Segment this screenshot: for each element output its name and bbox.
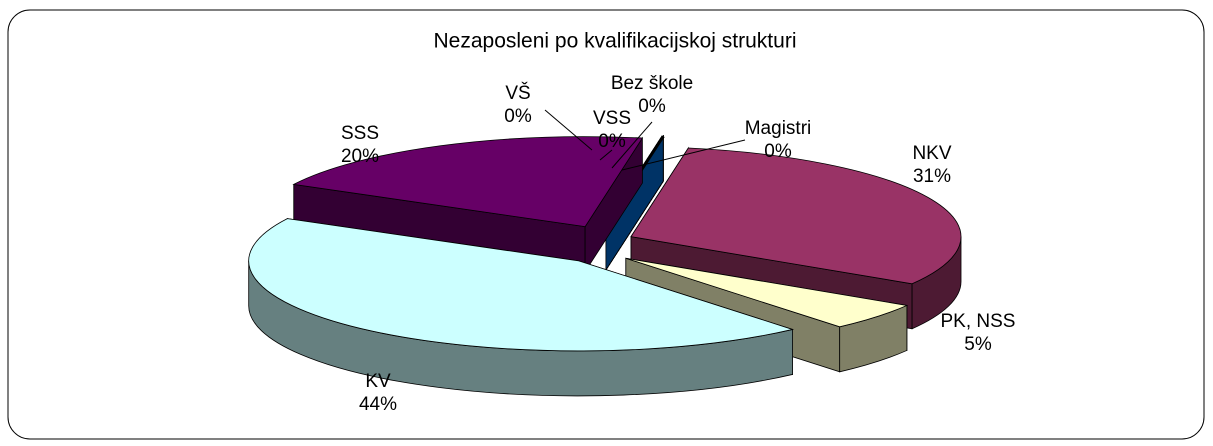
slice-category-label: NKV	[912, 143, 951, 164]
leader-line	[621, 139, 746, 171]
leader-line	[611, 121, 653, 169]
slice-category-label: KV	[365, 371, 391, 392]
slice-category-label: Bez škole	[611, 73, 693, 94]
slice-value-label: 0%	[504, 106, 532, 127]
slice-value-label: 0%	[638, 96, 666, 117]
slice-value-label: 31%	[913, 166, 951, 187]
slice	[292, 136, 644, 228]
slice-value-label: 0%	[598, 131, 626, 152]
leader-line	[599, 149, 613, 161]
slice-category-label: PK, NSS	[941, 311, 1016, 332]
slice-category-label: Magistri	[745, 118, 812, 139]
slice-value-label: 5%	[964, 334, 992, 355]
slice	[248, 218, 795, 352]
leader-line	[544, 109, 593, 151]
slice-category-label: VSS	[593, 108, 631, 129]
slice	[625, 257, 909, 328]
chart-title: Nezaposleni po kvalifikacijskoj struktur…	[434, 30, 797, 53]
slice-value-label: 20%	[341, 146, 379, 167]
slice	[630, 147, 962, 285]
slice-category-label: VŠ	[505, 82, 530, 104]
slice-value-label: 44%	[359, 394, 397, 415]
slice-value-label: 0%	[764, 141, 792, 162]
slice-group	[248, 218, 795, 397]
slice-category-label: SSS	[341, 123, 379, 144]
